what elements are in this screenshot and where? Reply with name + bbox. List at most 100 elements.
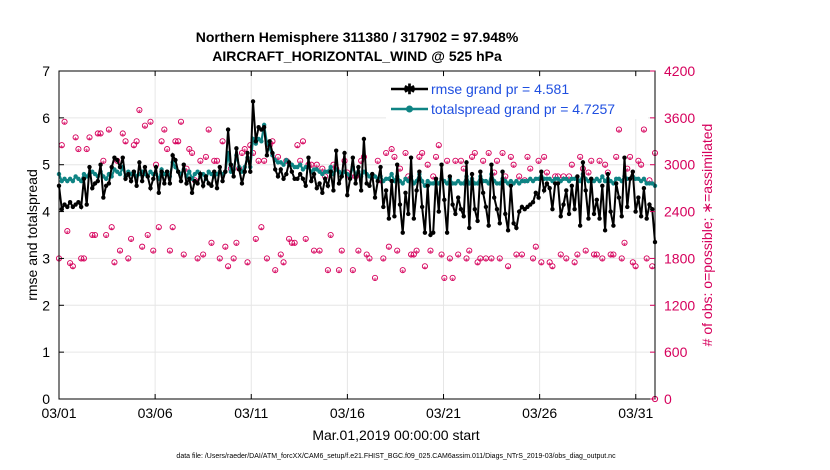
obs-assimilated-point: *: [620, 256, 624, 266]
obs-possible-point: [258, 224, 265, 231]
totalspread-point: [297, 162, 303, 167]
obs-possible-point: [577, 153, 584, 160]
obs-possible-point: [180, 251, 187, 258]
obs-assimilated-point: *: [456, 253, 460, 263]
obs-assimilated-point: *: [429, 249, 433, 259]
obs-assimilated-point: *: [578, 155, 582, 165]
rmse-point: [414, 188, 419, 193]
obs-assimilated-point: *: [246, 260, 250, 270]
obs-assimilated-point: *: [221, 139, 225, 149]
obs-possible-point: [627, 153, 634, 160]
obs-possible-point: [64, 228, 71, 235]
obs-possible-point: [505, 263, 512, 270]
rmse-point: [317, 181, 322, 186]
rmse-point: [345, 192, 350, 198]
rmse-point: [281, 176, 286, 181]
obs-assimilated-point: *: [91, 233, 95, 243]
obs-assimilated-point: *: [82, 256, 86, 266]
rmse-point: [159, 169, 164, 174]
rmse-point: [611, 223, 616, 228]
obs-assimilated-point: *: [642, 128, 646, 138]
rmse-point: [455, 195, 461, 200]
obs-possible-point: [463, 255, 470, 262]
obs-possible-point: [563, 255, 570, 262]
obs-assimilated-point: *: [118, 249, 122, 259]
rmse-point: [383, 188, 389, 193]
obs-possible-point: [324, 267, 331, 274]
obs-assimilated-point: *: [390, 147, 394, 157]
rmse-point: [187, 176, 192, 181]
obs-possible-point: [391, 153, 398, 160]
obs-assimilated-point: *: [537, 159, 541, 169]
obs-assimilated-point: *: [465, 256, 469, 266]
rmse-point: [591, 211, 597, 217]
obs-possible-point: [438, 251, 445, 258]
rmse-point: [137, 160, 142, 165]
y-tick-label-right: 1800: [664, 250, 695, 266]
totalspread-point: [259, 139, 264, 144]
rmse-point: [580, 160, 586, 165]
obs-possible-point: [588, 157, 595, 164]
rmse-point: [225, 127, 231, 132]
obs-possible-point: [532, 243, 539, 250]
rmse-point: [431, 230, 436, 235]
rmse-point: [370, 171, 375, 177]
obs-assimilated-point: *: [165, 147, 169, 157]
rmse-point: [297, 171, 303, 177]
obs-possible-point: [299, 138, 306, 145]
rmse-point: [453, 211, 458, 217]
obs-possible-point: [529, 255, 537, 262]
rmse-point: [625, 204, 630, 210]
rmse-point: [101, 195, 106, 200]
obs-possible-point: [585, 169, 592, 176]
rmse-point: [605, 171, 611, 177]
obs-possible-point: [158, 138, 165, 145]
y-tick-label-right: 0: [664, 391, 672, 407]
obs-assimilated-point: *: [584, 249, 588, 259]
rmse-point: [81, 176, 87, 181]
obs-assimilated-point: *: [587, 171, 591, 181]
obs-possible-point: [435, 142, 442, 149]
obs-assimilated-point: *: [135, 139, 139, 149]
rmse-point: [273, 167, 278, 172]
rmse-point: [339, 174, 344, 179]
rmse-point: [494, 207, 500, 212]
obs-assimilated-point: *: [589, 159, 593, 169]
obs-assimilated-point: *: [637, 159, 641, 169]
obs-possible-point: [288, 239, 295, 246]
obs-assimilated-point: *: [257, 159, 261, 169]
obs-possible-point: [468, 153, 476, 160]
obs-assimilated-point: *: [540, 260, 544, 270]
totalspread-point: [281, 162, 286, 167]
rmse-point: [214, 185, 220, 191]
obs-possible-point: [244, 259, 251, 266]
rmse-point: [156, 190, 161, 196]
rmse-point: [544, 181, 550, 186]
rmse-point: [536, 195, 541, 200]
obs-assimilated-point: *: [376, 159, 380, 169]
obs-possible-point: [122, 138, 129, 145]
obs-assimilated-point: *: [115, 159, 119, 169]
obs-assimilated-point: *: [454, 159, 458, 169]
obs-possible-point: [488, 255, 495, 262]
obs-assimilated-point: *: [598, 159, 602, 169]
obs-assimilated-point: *: [151, 249, 155, 259]
rmse-point: [220, 178, 225, 184]
rmse-point: [511, 221, 516, 226]
rmse-point: [569, 183, 575, 188]
obs-possible-point: [89, 231, 96, 239]
totalspread-point: [117, 171, 123, 177]
obs-assimilated-point: *: [132, 143, 136, 153]
rmse-point: [195, 181, 200, 186]
rmse-point: [322, 176, 328, 181]
obs-possible-point: [119, 130, 126, 137]
obs-assimilated-point: *: [551, 264, 555, 274]
obs-possible-point: [69, 263, 76, 270]
obs-possible-point: [602, 161, 609, 168]
rmse-point: [284, 171, 289, 177]
rmse-point: [134, 183, 139, 188]
obs-assimilated-point: *: [382, 256, 386, 266]
obs-possible-point: [446, 255, 453, 262]
obs-assimilated-point: *: [462, 167, 466, 177]
obs-assimilated-point: *: [74, 135, 78, 145]
